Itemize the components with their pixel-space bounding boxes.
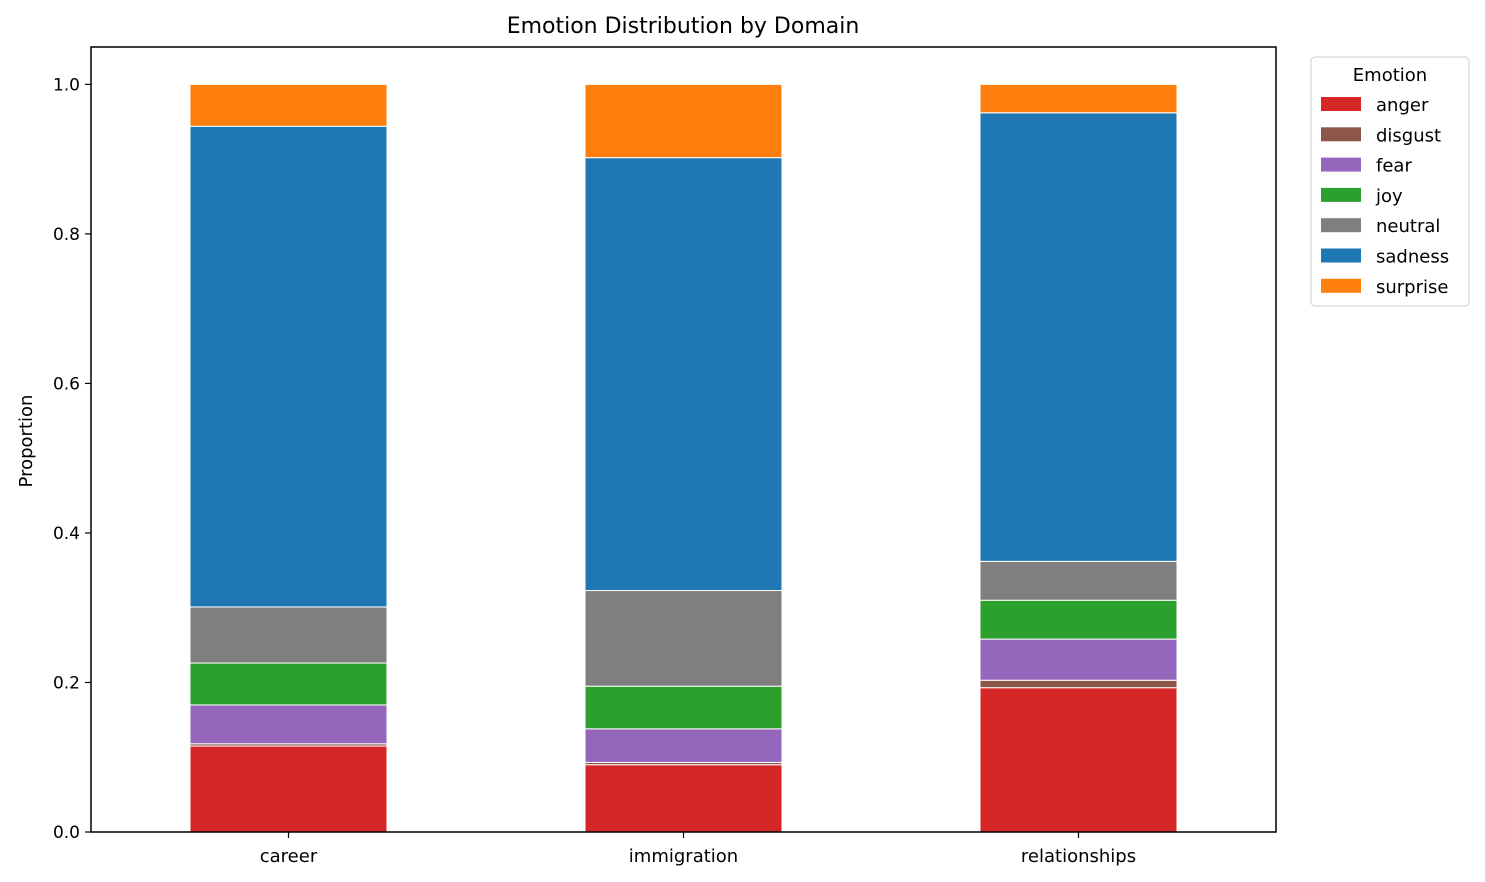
bar-relationships-joy	[979, 599, 1178, 640]
bar-immigration-surprise	[584, 83, 783, 159]
legend-label-fear: fear	[1376, 156, 1412, 177]
bar-relationships-anger	[979, 687, 1178, 833]
legend-swatch-surprise	[1321, 278, 1361, 293]
bar-relationships-neutral	[979, 560, 1178, 601]
y-tick-label: 1.0	[53, 75, 80, 95]
bar-career-neutral	[189, 606, 388, 664]
legend-box	[1310, 56, 1470, 307]
bar-relationships-sadness	[979, 112, 1178, 562]
y-tick-label: 0.4	[53, 524, 80, 544]
x-tick-label: relationships	[1021, 846, 1136, 867]
legend-title: Emotion	[1353, 65, 1427, 86]
legend-label-surprise: surprise	[1376, 277, 1448, 298]
bar-relationships-disgust	[979, 679, 1178, 689]
legend-label-neutral: neutral	[1376, 216, 1440, 237]
x-tick-label: immigration	[629, 846, 738, 867]
x-tick-label: career	[260, 846, 318, 867]
legend-label-anger: anger	[1376, 95, 1429, 116]
bar-career-anger	[189, 745, 388, 833]
legend-label-sadness: sadness	[1376, 247, 1449, 268]
bar-immigration-joy	[584, 685, 783, 730]
y-tick-label: 0.2	[53, 673, 80, 693]
legend-swatch-disgust	[1321, 127, 1361, 142]
bar-immigration-neutral	[584, 590, 783, 687]
bar-immigration-anger	[584, 764, 783, 833]
y-tick-label: 0.0	[53, 823, 80, 843]
y-tick-label: 0.8	[53, 225, 80, 245]
y-axis-label: Proportion	[16, 395, 37, 488]
bar-immigration-sadness	[584, 157, 783, 592]
legend-swatch-anger	[1321, 97, 1361, 111]
bar-career-sadness	[189, 125, 388, 608]
bar-career-fear	[189, 704, 388, 745]
y-tick-label: 0.6	[53, 374, 80, 394]
bar-relationships-fear	[979, 638, 1178, 681]
legend-label-joy: joy	[1375, 186, 1403, 207]
chart-title: Emotion Distribution by Domain	[507, 14, 860, 39]
bar-career-joy	[189, 662, 388, 706]
axes-group: 0.0 0.2 0.4 0.6 0.8 1.0 career immigration relat…	[53, 46, 1277, 867]
bar-career-surprise	[189, 83, 388, 127]
legend: Emotion anger disgust fear joy neutral sadness…	[1310, 56, 1470, 307]
bar-immigration-fear	[584, 728, 783, 763]
legend-swatch-joy	[1321, 187, 1361, 202]
legend-swatch-sadness	[1321, 248, 1361, 263]
legend-swatch-neutral	[1321, 218, 1361, 233]
bar-relationships-surprise	[979, 83, 1178, 114]
legend-label-disgust: disgust	[1376, 125, 1441, 146]
legend-swatch-fear	[1321, 157, 1361, 172]
bars-group	[189, 83, 1178, 833]
